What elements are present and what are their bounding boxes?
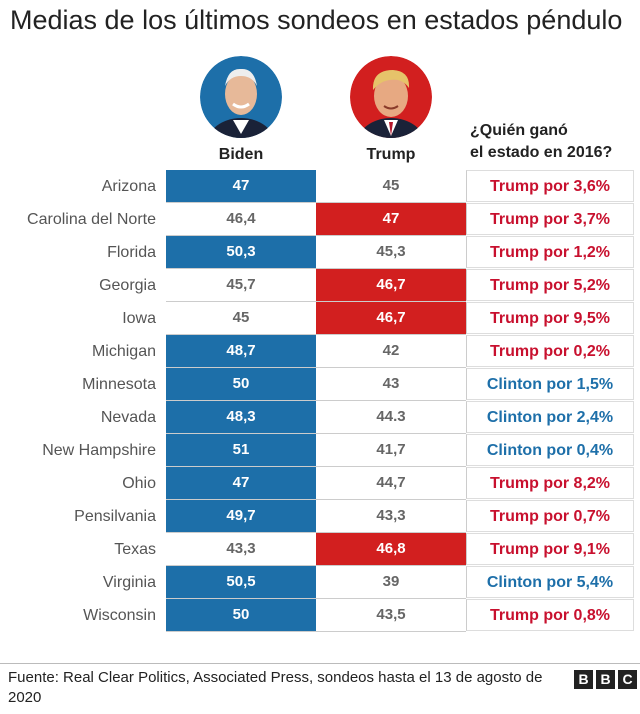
trump-poll-value: 45	[382, 177, 400, 194]
row-divider	[166, 598, 466, 599]
biden-poll-value: 49,7	[166, 500, 316, 532]
state-label: Georgia	[99, 277, 156, 294]
row-divider	[166, 400, 466, 401]
trump-poll-value: 42	[382, 342, 400, 359]
state-label: Virginia	[102, 574, 156, 591]
table-row: Arizona 47 45 Trump por 3,6%	[0, 170, 640, 203]
biden-poll-value: 45	[232, 309, 250, 326]
row-divider	[166, 433, 466, 434]
table-row: Virginia 50,5 39 Clinton por 5,4%	[0, 566, 640, 599]
result-2016: Clinton por 5,4%	[466, 566, 634, 598]
row-divider	[166, 301, 466, 302]
trump-poll-value: 46,7	[316, 269, 466, 301]
table-row: Iowa 45 46,7 Trump por 9,5%	[0, 302, 640, 335]
biden-portrait	[200, 56, 282, 138]
table-row: Wisconsin 50 43,5 Trump por 0,8%	[0, 599, 640, 632]
biden-poll-value: 48,3	[166, 401, 316, 433]
row-divider	[166, 268, 466, 269]
result-2016: Trump por 3,6%	[466, 170, 634, 202]
trump-poll-value: 39	[382, 573, 400, 590]
biden-poll-value: 47	[166, 170, 316, 202]
table-row: New Hampshire 51 41,7 Clinton por 0,4%	[0, 434, 640, 467]
state-label: New Hampshire	[42, 442, 156, 459]
trump-poll-value: 47	[316, 203, 466, 235]
table-row: Michigan 48,7 42 Trump por 0,2%	[0, 335, 640, 368]
biden-poll-value: 47	[166, 467, 316, 499]
result-2016: Clinton por 2,4%	[466, 401, 634, 433]
table-row: Texas 43,3 46,8 Trump por 9,1%	[0, 533, 640, 566]
state-label: Arizona	[101, 178, 156, 195]
trump-poll-value: 43,5	[376, 606, 406, 623]
trump-poll-value: 46,8	[316, 533, 466, 565]
trump-portrait	[350, 56, 432, 138]
bbc-logo-letter-3: C	[618, 670, 637, 689]
row-divider	[166, 532, 466, 533]
chart-title: Medias de los últimos sondeos en estados…	[10, 5, 623, 35]
table-row: Nevada 48,3 44.3 Clinton por 2,4%	[0, 401, 640, 434]
result-2016: Trump por 5,2%	[466, 269, 634, 301]
result-2016: Trump por 8,2%	[466, 467, 634, 499]
row-divider	[166, 367, 466, 368]
biden-column-header: Biden	[218, 146, 264, 163]
biden-poll-value: 50,5	[166, 566, 316, 598]
state-label: Minnesota	[82, 376, 156, 393]
who-won-2016-header: ¿Quién ganó el estado en 2016?	[470, 120, 635, 164]
biden-poll-value: 51	[166, 434, 316, 466]
result-2016: Trump por 0,7%	[466, 500, 634, 532]
state-label: Florida	[107, 244, 156, 261]
row-divider	[166, 235, 466, 236]
biden-poll-value: 50	[166, 368, 316, 400]
table-row: Carolina del Norte 46,4 47 Trump por 3,7%	[0, 203, 640, 236]
biden-poll-value: 48,7	[166, 335, 316, 367]
state-label: Michigan	[91, 343, 156, 360]
state-label: Pensilvania	[74, 508, 156, 525]
result-2016: Trump por 3,7%	[466, 203, 634, 235]
bbc-logo-letter-1: B	[574, 670, 593, 689]
trump-poll-value: 43	[382, 375, 400, 392]
result-2016: Trump por 9,1%	[466, 533, 634, 565]
state-label: Wisconsin	[83, 607, 156, 624]
trump-poll-value: 45,3	[376, 243, 406, 260]
state-label: Carolina del Norte	[27, 211, 156, 228]
result-2016: Trump por 1,2%	[466, 236, 634, 268]
row-divider	[166, 334, 466, 335]
result-2016: Trump por 0,2%	[466, 335, 634, 367]
trump-poll-value: 43,3	[376, 507, 406, 524]
state-label: Ohio	[122, 475, 156, 492]
trump-poll-value: 44,7	[376, 474, 406, 491]
footer-divider	[0, 663, 640, 664]
bbc-logo-letter-2: B	[596, 670, 615, 689]
result-2016: Trump por 9,5%	[466, 302, 634, 334]
table-row: Florida 50,3 45,3 Trump por 1,2%	[0, 236, 640, 269]
table-row: Pensilvania 49,7 43,3 Trump por 0,7%	[0, 500, 640, 533]
row-divider	[166, 202, 466, 203]
source-note: Fuente: Real Clear Politics, Associated …	[8, 669, 543, 706]
who-won-header-line2: el estado en 2016?	[470, 144, 613, 161]
row-divider	[166, 499, 466, 500]
table-row: Minnesota 50 43 Clinton por 1,5%	[0, 368, 640, 401]
state-label: Nevada	[100, 409, 156, 426]
state-label: Iowa	[122, 310, 156, 327]
trump-column-header: Trump	[366, 146, 416, 163]
biden-poll-value: 50	[166, 599, 316, 631]
trump-poll-value: 44.3	[376, 408, 406, 425]
result-2016: Trump por 0,8%	[466, 599, 634, 631]
who-won-header-line1: ¿Quién ganó	[470, 122, 568, 139]
result-2016: Clinton por 0,4%	[466, 434, 634, 466]
biden-poll-value: 46,4	[226, 210, 256, 227]
biden-poll-value: 50,3	[166, 236, 316, 268]
table-row: Ohio 47 44,7 Trump por 8,2%	[0, 467, 640, 500]
trump-poll-value: 41,7	[376, 441, 406, 458]
row-divider	[166, 631, 466, 632]
state-label: Texas	[114, 541, 156, 558]
row-divider	[166, 565, 466, 566]
table-row: Georgia 45,7 46,7 Trump por 5,2%	[0, 269, 640, 302]
row-divider	[166, 466, 466, 467]
biden-poll-value: 45,7	[226, 276, 256, 293]
biden-poll-value: 43,3	[226, 540, 256, 557]
result-2016: Clinton por 1,5%	[466, 368, 634, 400]
trump-poll-value: 46,7	[316, 302, 466, 334]
bbc-logo: B B C	[574, 670, 637, 689]
